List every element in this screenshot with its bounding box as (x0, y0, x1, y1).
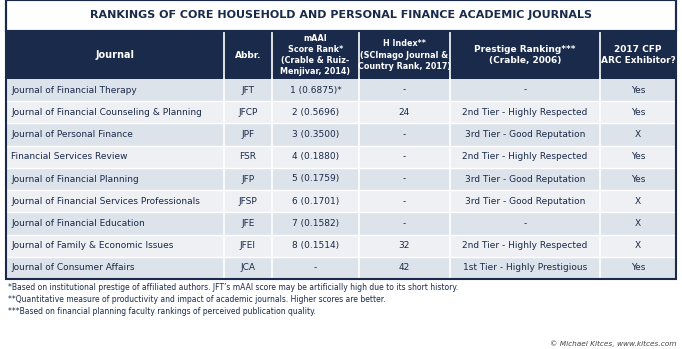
Text: Yes: Yes (631, 174, 645, 184)
Text: 2 (0.5696): 2 (0.5696) (292, 108, 339, 117)
Bar (6, 0, 676, 279)
Text: -: - (402, 86, 406, 95)
Text: -: - (523, 86, 527, 95)
Bar (6, 257, 676, 279)
Text: 2017 CFP
ARC Exhibitor?: 2017 CFP ARC Exhibitor? (601, 45, 676, 65)
Text: H Index**
(SCImago Journal &
Country Rank, 2017): H Index** (SCImago Journal & Country Ran… (358, 39, 451, 70)
Text: -: - (402, 219, 406, 228)
Text: FSR: FSR (239, 152, 256, 161)
Text: Journal of Financial Counseling & Planning: Journal of Financial Counseling & Planni… (11, 108, 202, 117)
Text: 32: 32 (398, 241, 410, 250)
Text: JFSP: JFSP (239, 197, 257, 206)
Text: **Quantitative measure of productivity and impact of academic journals. Higher s: **Quantitative measure of productivity a… (8, 295, 385, 304)
Text: Journal of Financial Services Professionals: Journal of Financial Services Profession… (11, 197, 200, 206)
Text: 42: 42 (399, 263, 410, 272)
Text: 3 (0.3500): 3 (0.3500) (292, 130, 339, 139)
Bar (6, 79, 676, 101)
Text: JFCP: JFCP (238, 108, 258, 117)
Text: -: - (523, 219, 527, 228)
Text: JCA: JCA (240, 263, 255, 272)
Text: JFEI: JFEI (240, 241, 256, 250)
Bar (6, 146, 676, 168)
Text: © Michael Kitces, www.kitces.com: © Michael Kitces, www.kitces.com (550, 340, 676, 347)
Text: 3rd Tier - Good Reputation: 3rd Tier - Good Reputation (464, 197, 585, 206)
Text: -: - (402, 152, 406, 161)
Text: X: X (635, 219, 641, 228)
Bar (6, 101, 676, 124)
Text: Journal of Family & Economic Issues: Journal of Family & Economic Issues (11, 241, 173, 250)
Text: Journal of Consumer Affairs: Journal of Consumer Affairs (11, 263, 134, 272)
Text: 8 (0.1514): 8 (0.1514) (292, 241, 339, 250)
Text: JFE: JFE (241, 219, 254, 228)
Text: ***Based on financial planning faculty rankings of perceived publication quality: ***Based on financial planning faculty r… (8, 307, 316, 316)
Bar (6, 124, 676, 146)
Text: 5 (0.1759): 5 (0.1759) (292, 174, 339, 184)
Text: 3rd Tier - Good Reputation: 3rd Tier - Good Reputation (464, 130, 585, 139)
Bar (6, 0, 676, 31)
Bar (6, 168, 676, 190)
Bar (6, 212, 676, 235)
Text: 2nd Tier - Highly Respected: 2nd Tier - Highly Respected (462, 108, 588, 117)
Text: 1 (0.6875)*: 1 (0.6875)* (290, 86, 342, 95)
Text: 2nd Tier - Highly Respected: 2nd Tier - Highly Respected (462, 241, 588, 250)
Text: Prestige Ranking***
(Crable, 2006): Prestige Ranking*** (Crable, 2006) (474, 45, 576, 65)
Text: X: X (635, 130, 641, 139)
Text: Journal: Journal (95, 50, 134, 60)
Text: 3rd Tier - Good Reputation: 3rd Tier - Good Reputation (464, 174, 585, 184)
Text: Yes: Yes (631, 108, 645, 117)
Text: *Based on institutional prestige of affiliated authors. JFT’s mAAI score may be : *Based on institutional prestige of affi… (8, 283, 458, 292)
Text: 4 (0.1880): 4 (0.1880) (292, 152, 339, 161)
Text: Journal of Financial Therapy: Journal of Financial Therapy (11, 86, 137, 95)
Text: JFT: JFT (241, 86, 254, 95)
Text: -: - (402, 174, 406, 184)
Text: Journal of Personal Finance: Journal of Personal Finance (11, 130, 133, 139)
Text: Financial Services Review: Financial Services Review (11, 152, 128, 161)
Text: 2nd Tier - Highly Respected: 2nd Tier - Highly Respected (462, 152, 588, 161)
Text: -: - (314, 263, 317, 272)
Text: Yes: Yes (631, 263, 645, 272)
Text: Yes: Yes (631, 86, 645, 95)
Text: X: X (635, 241, 641, 250)
Text: -: - (402, 197, 406, 206)
Bar (6, 235, 676, 257)
Text: JPF: JPF (241, 130, 254, 139)
Text: 6 (0.1701): 6 (0.1701) (292, 197, 339, 206)
Text: Abbr.: Abbr. (235, 51, 261, 59)
Text: 1st Tier - Highly Prestigious: 1st Tier - Highly Prestigious (463, 263, 587, 272)
Text: Journal of Financial Education: Journal of Financial Education (11, 219, 145, 228)
Bar (6, 190, 676, 212)
Text: Yes: Yes (631, 152, 645, 161)
Text: 7 (0.1582): 7 (0.1582) (292, 219, 339, 228)
Text: RANKINGS OF CORE HOUSEHOLD AND PERSONAL FINANCE ACADEMIC JOURNALS: RANKINGS OF CORE HOUSEHOLD AND PERSONAL … (90, 10, 592, 21)
Bar (6, 31, 676, 79)
Text: X: X (635, 197, 641, 206)
Text: JFP: JFP (241, 174, 254, 184)
Text: -: - (402, 130, 406, 139)
Text: 24: 24 (399, 108, 410, 117)
Text: mAAI
Score Rank*
(Crable & Ruiz-
Menjivar, 2014): mAAI Score Rank* (Crable & Ruiz- Menjiva… (280, 34, 351, 76)
Text: Journal of Financial Planning: Journal of Financial Planning (11, 174, 138, 184)
